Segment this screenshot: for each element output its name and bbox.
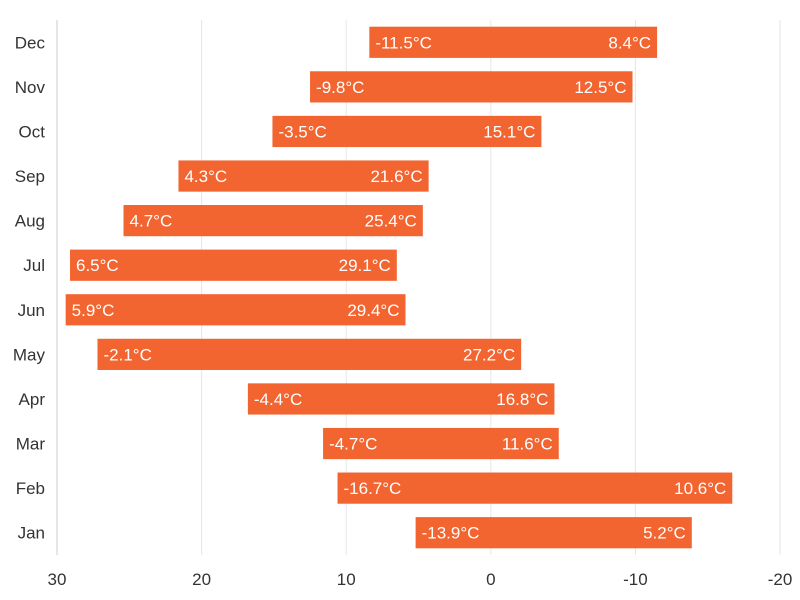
category-label: Jan	[18, 524, 45, 543]
category-label: Jun	[18, 301, 45, 320]
category-label: Sep	[15, 167, 45, 186]
range-bar-feb	[337, 472, 733, 504]
bar-high-label: 25.4°C	[365, 212, 417, 231]
category-label: Aug	[15, 212, 45, 231]
value-tick-label: -10	[623, 570, 648, 589]
range-bar-nov	[310, 71, 633, 103]
bar-low-label: -4.4°C	[254, 390, 302, 409]
bar-high-label: 29.4°C	[347, 301, 399, 320]
range-bar-dec	[369, 26, 658, 58]
range-bar-jun	[65, 294, 406, 326]
bar-low-label: -11.5°C	[375, 33, 432, 52]
category-label: Jul	[23, 256, 45, 275]
range-bar-oct	[272, 115, 542, 148]
category-label: Mar	[16, 435, 46, 454]
range-bar-may	[97, 338, 522, 370]
range-bar-apr	[247, 383, 555, 415]
value-tick-label: 20	[192, 570, 211, 589]
value-axis-labels: 30 20 10 0 -10 -20	[48, 570, 793, 589]
value-tick-label: -20	[768, 570, 793, 589]
bar-high-label: 27.2°C	[463, 345, 515, 364]
range-bar-sep	[178, 160, 429, 192]
value-tick-label: 10	[337, 570, 356, 589]
bar-low-label: -13.9°C	[422, 524, 480, 543]
category-label: May	[13, 345, 46, 364]
category-label: Dec	[15, 33, 46, 52]
category-label: Feb	[16, 479, 45, 498]
value-tick-label: 0	[486, 570, 495, 589]
bar-high-label: 10.6°C	[674, 479, 726, 498]
category-label: Nov	[15, 78, 46, 97]
bar-high-label: 5.2°C	[643, 524, 686, 543]
bar-low-label: 6.5°C	[76, 256, 119, 275]
bar-low-label: 5.9°C	[72, 301, 115, 320]
bar-high-label: 12.5°C	[574, 78, 626, 97]
bar-low-label: -3.5°C	[278, 122, 326, 141]
category-label: Oct	[19, 122, 46, 141]
range-bar-mar	[323, 427, 559, 460]
value-tick-label: 30	[48, 570, 67, 589]
category-axis-labels: Jan Feb Mar Apr May Jun Jul Aug Sep Oct Nov Dec	[13, 33, 46, 542]
bars: -13.9°C 5.2°C -16.7°C 10.6°C -4.7°C 11.6°C -4.…	[65, 26, 733, 549]
bar-low-label: -2.1°C	[103, 345, 151, 364]
range-bar-aug	[123, 205, 423, 237]
bar-low-label: -4.7°C	[329, 435, 377, 454]
bar-high-label: 29.1°C	[339, 256, 391, 275]
bar-low-label: -9.8°C	[316, 78, 364, 97]
bar-high-label: 11.6°C	[502, 435, 553, 454]
bar-low-label: 4.7°C	[130, 212, 173, 231]
bar-high-label: 8.4°C	[608, 33, 651, 52]
bar-high-label: 15.1°C	[483, 122, 535, 141]
category-label: Apr	[19, 390, 46, 409]
bar-high-label: 21.6°C	[370, 167, 422, 186]
bar-high-label: 16.8°C	[496, 390, 548, 409]
bar-low-label: -16.7°C	[344, 479, 402, 498]
range-bar-jul	[70, 249, 397, 281]
bar-low-label: 4.3°C	[184, 167, 227, 186]
range-bar-jan	[415, 517, 692, 549]
